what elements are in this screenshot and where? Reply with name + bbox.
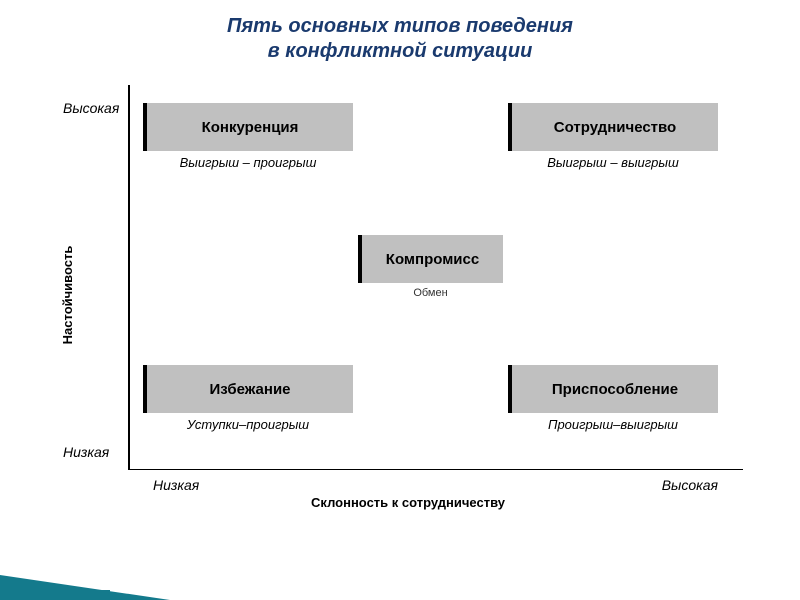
y-axis-line xyxy=(128,85,130,470)
box-compromise: Компромисс xyxy=(358,235,503,283)
x-axis-low: Низкая xyxy=(153,477,199,493)
slide-title: Пять основных типов поведения в конфликт… xyxy=(0,0,800,64)
sub-competition: Выигрыш – проигрыш xyxy=(143,155,353,170)
title-line1: Пять основных типов поведения xyxy=(0,14,800,39)
y-axis-low: Низкая xyxy=(63,444,109,460)
box-compromise-label: Компромисс xyxy=(386,251,479,268)
sub-collaboration: Выигрыш – выигрыш xyxy=(508,155,718,170)
box-competition: Конкуренция xyxy=(143,103,353,151)
box-avoidance: Избежание xyxy=(143,365,353,413)
box-competition-label: Конкуренция xyxy=(202,119,299,136)
accent-bar xyxy=(0,590,110,600)
x-axis-line xyxy=(128,469,743,471)
box-accommodation-label: Приспособление xyxy=(552,381,678,398)
box-accommodation: Приспособление xyxy=(508,365,718,413)
sub-accommodation: Проигрыш–выигрыш xyxy=(508,417,718,432)
title-line2: в конфликтной ситуации xyxy=(0,39,800,64)
sub-avoidance: Уступки–проигрыш xyxy=(143,417,353,432)
box-collaboration: Сотрудничество xyxy=(508,103,718,151)
x-axis-label: Склонность к сотрудничеству xyxy=(311,495,505,510)
y-axis-high: Высокая xyxy=(63,100,119,116)
conflict-grid: Высокая Низкая Настойчивость Низкая Высо… xyxy=(68,85,748,505)
x-axis-high: Высокая xyxy=(662,477,718,493)
box-collaboration-label: Сотрудничество xyxy=(554,119,676,136)
y-axis-label: Настойчивость xyxy=(60,246,75,345)
sub-compromise: Обмен xyxy=(358,287,503,299)
box-avoidance-label: Избежание xyxy=(209,381,290,398)
